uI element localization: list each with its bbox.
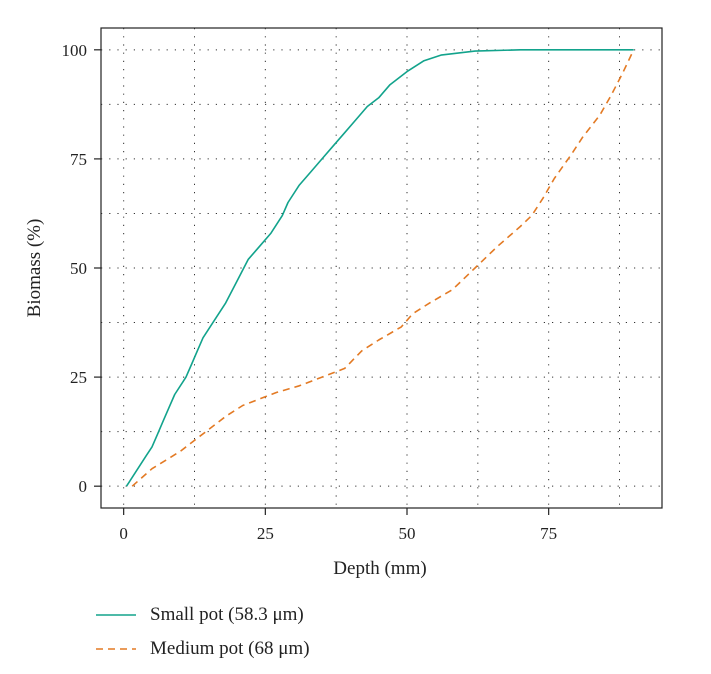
y-tick-label: 0 bbox=[79, 477, 88, 496]
plot-frame bbox=[100, 27, 663, 509]
legend-item-small-pot: Small pot (58.3 μm) bbox=[96, 598, 310, 632]
x-tick-label: 75 bbox=[540, 524, 557, 543]
y-axis-title: Biomass (%) bbox=[24, 219, 45, 318]
x-axis-title: Depth (mm) bbox=[333, 558, 426, 579]
series-lines bbox=[125, 49, 635, 487]
legend-swatch-small-pot bbox=[96, 614, 136, 616]
y-tick-label: 25 bbox=[70, 368, 87, 387]
legend-item-medium-pot: Medium pot (68 μm) bbox=[96, 632, 310, 666]
legend-label-small-pot: Small pot (58.3 μm) bbox=[150, 604, 304, 625]
grid bbox=[101, 28, 662, 508]
legend: Small pot (58.3 μm) Medium pot (68 μm) bbox=[96, 598, 310, 666]
x-tick-label: 50 bbox=[399, 524, 416, 543]
y-tick-label: 75 bbox=[70, 150, 87, 169]
y-tick-label: 100 bbox=[62, 41, 88, 60]
chart-svg: 0 25 50 75 0 25 50 75 100 Depth (mm) Biomass (%) bbox=[24, 27, 663, 579]
series-line-medium-pot bbox=[131, 49, 635, 487]
y-tick-label: 50 bbox=[70, 259, 87, 278]
x-tick-label: 25 bbox=[257, 524, 274, 543]
axis-ticks bbox=[94, 49, 550, 515]
x-tick-label: 0 bbox=[119, 524, 128, 543]
axis-tick-labels: 0 25 50 75 0 25 50 75 100 bbox=[62, 41, 558, 543]
legend-label-medium-pot: Medium pot (68 μm) bbox=[150, 638, 310, 659]
legend-swatch-medium-pot bbox=[96, 648, 136, 650]
series-line-small-pot bbox=[125, 49, 634, 487]
